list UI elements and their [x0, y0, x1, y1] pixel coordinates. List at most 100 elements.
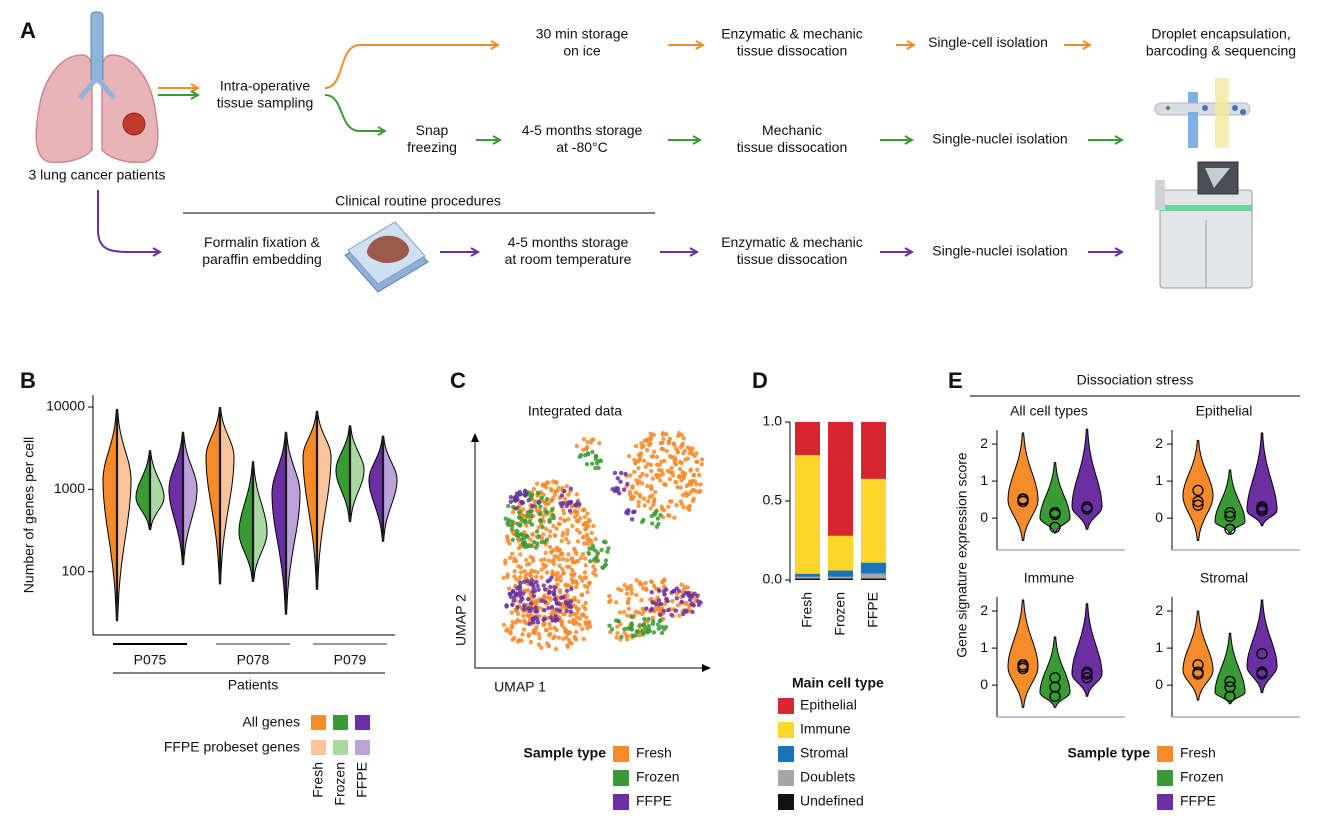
violin-right — [220, 406, 235, 585]
umap-cell — [689, 448, 694, 453]
step-label: Snap — [416, 122, 449, 138]
umap-cell — [640, 519, 645, 525]
umap-cell — [540, 525, 545, 530]
umap-cell — [587, 518, 592, 524]
umap-cell — [593, 548, 598, 553]
step-label: freezing — [407, 139, 457, 155]
umap-cell — [564, 583, 569, 588]
umap-cell — [512, 569, 517, 574]
violin-left — [168, 431, 183, 566]
umap-cell — [658, 478, 663, 483]
umap-cell — [593, 457, 599, 462]
umap-cell — [525, 613, 530, 618]
umap-cell — [574, 518, 580, 523]
umap-cell — [675, 450, 680, 455]
umap-cell — [686, 482, 691, 487]
umap-cell — [547, 589, 552, 595]
umap-cell — [517, 523, 522, 528]
umap-cell — [512, 594, 517, 600]
patient-point — [1017, 493, 1029, 505]
umap-cell — [694, 459, 699, 464]
umap-cell — [587, 581, 592, 586]
umap-cell — [556, 635, 562, 640]
step-label: tissue dissocation — [737, 43, 848, 59]
umap-cell — [580, 552, 586, 557]
umap-cell — [561, 595, 566, 600]
umap-cell — [688, 467, 694, 472]
umap-cell — [531, 628, 536, 633]
umap-cell — [677, 431, 682, 436]
umap-cell — [521, 613, 526, 618]
umap-cell — [648, 607, 654, 613]
legend-label: FFPE — [1180, 793, 1216, 809]
umap-cell — [631, 633, 636, 638]
umap-cell — [568, 604, 574, 610]
sequencer — [1155, 161, 1253, 289]
bar-segment — [861, 478, 886, 563]
x-tick-label: FFPE — [865, 592, 881, 628]
y-tick-label: 0 — [1155, 509, 1163, 525]
umap-cell — [550, 571, 555, 576]
umap-cell — [522, 603, 527, 608]
umap-cell — [541, 622, 546, 627]
umap-cell — [654, 454, 660, 460]
umap-cell — [581, 535, 586, 540]
umap-cell — [691, 472, 697, 478]
umap-cell — [530, 616, 535, 621]
umap-cell — [566, 637, 572, 643]
umap-cell — [610, 487, 615, 492]
umap-cell — [583, 563, 588, 568]
umap-cell — [530, 503, 535, 509]
umap-cell — [578, 452, 584, 458]
step-label: Single-nuclei isolation — [932, 131, 1067, 147]
legend-swatch — [778, 770, 794, 786]
umap-cell — [553, 646, 559, 652]
y-tick-label: 2 — [1155, 602, 1163, 618]
y-tick-label: 100 — [62, 562, 86, 578]
y-tick-label: 1000 — [54, 480, 85, 496]
umap-cell — [649, 590, 654, 595]
legend-label: Undefined — [800, 793, 864, 809]
bar-segment — [861, 573, 886, 579]
umap-cell — [538, 521, 544, 527]
umap-cell — [528, 581, 533, 586]
panel-label: E — [948, 368, 963, 393]
umap-cell — [545, 510, 550, 515]
subplot-title: Stromal — [1200, 570, 1248, 586]
umap-cell — [581, 437, 587, 442]
umap-cell — [517, 510, 522, 515]
umap-cell — [670, 470, 675, 475]
umap-cell — [578, 575, 583, 580]
umap-cell — [508, 631, 513, 636]
bar-segment — [828, 578, 853, 580]
legend-label: Doublets — [800, 769, 855, 785]
umap-cell — [646, 442, 652, 448]
umap-cell — [529, 578, 534, 583]
umap-cell — [600, 565, 605, 570]
legend-title: Sample type — [1068, 745, 1151, 761]
umap-cell — [639, 582, 644, 587]
umap-cell — [648, 462, 653, 468]
umap-cell — [580, 578, 585, 583]
umap-cell — [524, 557, 529, 563]
umap-cell — [551, 479, 556, 484]
umap-cell — [658, 612, 663, 617]
y-axis-label: Gene signature expression score — [954, 452, 970, 658]
patient-point — [1256, 648, 1268, 660]
umap-cell — [582, 522, 587, 527]
umap-cell — [509, 527, 515, 532]
umap-cell — [564, 601, 569, 607]
panel-label: B — [20, 368, 36, 393]
umap-cell — [648, 435, 653, 440]
umap-cell — [656, 598, 662, 603]
umap-cell — [565, 631, 570, 637]
step-label: Enzymatic & mechanic — [721, 26, 863, 42]
umap-cell — [536, 525, 541, 530]
umap-cell — [508, 499, 513, 504]
violin-right — [317, 410, 332, 590]
umap-cell — [660, 471, 666, 477]
umap-cell — [542, 608, 547, 613]
umap-cell — [696, 599, 701, 604]
umap-cell — [539, 495, 544, 500]
umap-cell — [661, 608, 667, 614]
